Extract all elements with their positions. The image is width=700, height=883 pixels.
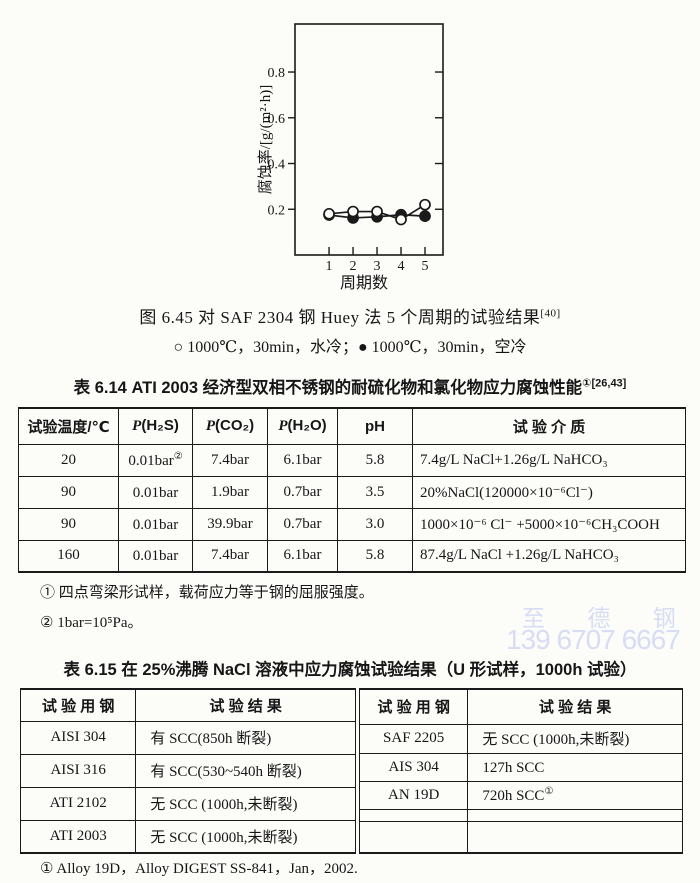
cell-ph2o: 0.7bar	[267, 475, 338, 509]
cell-steel: AIS 304	[358, 752, 469, 782]
table-header-row: 试 验 用 钢 试 验 结 果	[19, 688, 356, 722]
figure-caption: 图 6.45 对 SAF 2304 钢 Huey 法 5 个周期的试验结果[40…	[0, 303, 700, 328]
cell-pco2: 7.4bar	[192, 539, 268, 573]
table-6-14-title: 表 6.14 ATI 2003 经济型双相不锈钢的耐硫化物和氯化物应力腐蚀性能①…	[0, 374, 700, 398]
header-cell-medium: 试 验 介 质	[412, 407, 686, 445]
cell-steel: SAF 2205	[358, 723, 469, 754]
table-6-14-footnote-1: ① 四点弯梁形试样，载荷应力等于钢的屈服强度。	[40, 585, 374, 601]
cell-medium: 1000×10⁻⁶ Cl⁻ +5000×10⁻⁶CH₃COOH	[412, 507, 686, 541]
cell-ph: 3.0	[337, 507, 413, 541]
table-row: 90 0.01bar 39.9bar 0.7bar 3.0 1000×10⁻⁶ …	[18, 507, 686, 541]
header-cell-temp: 试验温度/℃	[18, 407, 119, 445]
header-cell-result: 试 验 结 果	[467, 688, 683, 725]
cell-steel: ATI 2102	[19, 786, 137, 821]
table-6-15-footnote: ① Alloy 19D，Alloy DIGEST SS-841，Jan，2002…	[40, 861, 358, 877]
header-cell-ph2s: P(H₂S)	[118, 407, 193, 445]
cell-medium: 87.4g/L NaCl +1.26g/L NaHCO₃	[412, 539, 686, 573]
table-row: SAF 2205 无 SCC (1000h,未断裂)	[358, 723, 683, 754]
cell-pco2: 39.9bar	[192, 507, 268, 541]
table-row-empty	[358, 808, 683, 822]
svg-text:0.2: 0.2	[268, 203, 286, 218]
figure-reference: [40]	[540, 307, 561, 320]
cell-result: 720h SCC①	[467, 780, 683, 810]
svg-text:0.4: 0.4	[268, 158, 286, 173]
table-6-14-reference: ①[26,43]	[582, 377, 627, 390]
cell-ph2s: 0.01bar②	[118, 443, 193, 477]
figure-legend: ○ 1000℃，30min，水冷；● 1000℃，30min，空冷	[173, 339, 527, 356]
table-row: 160 0.01bar 7.4bar 6.1bar 5.8 87.4g/L Na…	[18, 539, 686, 573]
empty-cell	[467, 808, 683, 822]
table-6-15: 试 验 用 钢 试 验 结 果 AISI 304 有 SCC(850h 断裂) …	[19, 688, 683, 854]
header-cell-ph: pH	[337, 407, 413, 445]
table-row-empty	[358, 820, 683, 854]
cell-pco2: 7.4bar	[192, 443, 268, 477]
cell-ph2o: 6.1bar	[267, 443, 338, 477]
header-cell-steel: 试 验 用 钢	[19, 688, 137, 722]
svg-text:2: 2	[350, 259, 357, 274]
table-row: AIS 304 127h SCC	[358, 752, 683, 782]
cell-ph2s: 0.01bar	[118, 475, 193, 509]
empty-cell	[358, 820, 469, 854]
table-row: AISI 304 有 SCC(850h 断裂)	[19, 720, 356, 755]
cell-ph: 5.8	[337, 443, 413, 477]
table-row: ATI 2003 无 SCC (1000h,未断裂)	[19, 819, 356, 854]
table-header-row: 试验温度/℃ P(H₂S) P(CO₂) P(H₂O) pH 试 验 介 质	[18, 407, 686, 445]
svg-text:4: 4	[398, 259, 405, 274]
header-cell-steel: 试 验 用 钢	[358, 688, 469, 725]
watermark-company-name: 至 德 钢 业	[522, 605, 700, 631]
cell-result: 有 SCC(850h 断裂)	[135, 720, 356, 755]
cell-ph2o: 0.7bar	[267, 507, 338, 541]
cell-medium: 20%NaCl(120000×10⁻⁶Cl⁻)	[412, 475, 686, 509]
cell-result: 无 SCC (1000h,未断裂)	[135, 786, 356, 821]
chart-canvas: 0.2 0.4 0.6 0.8 1 2 3 4 5 腐蚀率/[g/(m²·h)] 周期数	[256, 23, 444, 292]
table-row: AN 19D 720h SCC①	[358, 780, 683, 810]
cell-steel: ATI 2003	[19, 819, 137, 854]
cell-result: 无 SCC (1000h,未断裂)	[467, 723, 683, 754]
empty-cell	[358, 808, 469, 822]
table-row: 20 0.01bar② 7.4bar 6.1bar 5.8 7.4g/L NaC…	[18, 443, 686, 477]
table-6-14: 试验温度/℃ P(H₂S) P(CO₂) P(H₂O) pH 试 验 介 质 2…	[18, 407, 686, 573]
cell-result: 127h SCC	[467, 752, 683, 782]
svg-text:周期数: 周期数	[340, 274, 388, 292]
cell-ph2s: 0.01bar	[118, 539, 193, 573]
watermark-phone-number: 139 6707 6667	[506, 624, 681, 655]
empty-cell	[467, 820, 683, 854]
header-cell-result: 试 验 结 果	[135, 688, 356, 722]
svg-text:5: 5	[422, 259, 429, 274]
corrosion-rate-chart: 0.2 0.4 0.6 0.8 1 2 3 4 5 腐蚀率/[g/(m²·h)] 周期数	[225, 8, 480, 300]
table-header-row: 试 验 用 钢 试 验 结 果	[358, 688, 683, 725]
svg-text:0.8: 0.8	[268, 66, 286, 81]
cell-result: 无 SCC (1000h,未断裂)	[135, 819, 356, 854]
cell-pco2: 1.9bar	[192, 475, 268, 509]
table-6-15-title: 表 6.15 在 25%沸腾 NaCl 溶液中应力腐蚀试验结果（U 形试样，10…	[63, 661, 637, 679]
cell-temp: 90	[18, 475, 119, 509]
table-6-15-left-half: 试 验 用 钢 试 验 结 果 AISI 304 有 SCC(850h 断裂) …	[19, 688, 356, 854]
cell-steel: AISI 304	[19, 720, 137, 755]
table-6-14-footnote-2: ② 1bar=10⁵Pa。	[40, 615, 143, 631]
header-cell-ph2o: P(H₂O)	[267, 407, 338, 445]
cell-medium: 7.4g/L NaCl+1.26g/L NaHCO₃	[412, 443, 686, 477]
cell-ph: 5.8	[337, 539, 413, 573]
figure-caption-text: 图 6.45 对 SAF 2304 钢 Huey 法 5 个周期的试验结果	[139, 308, 541, 327]
cell-steel: AN 19D	[358, 780, 469, 810]
cell-result: 有 SCC(530~540h 断裂)	[135, 753, 356, 788]
cell-steel: AISI 316	[19, 753, 137, 788]
cell-temp: 160	[18, 539, 119, 573]
svg-text:0.6: 0.6	[268, 112, 286, 127]
table-6-15-right-half: 试 验 用 钢 试 验 结 果 SAF 2205 无 SCC (1000h,未断…	[358, 688, 683, 854]
cell-temp: 20	[18, 443, 119, 477]
cell-ph: 3.5	[337, 475, 413, 509]
svg-text:1: 1	[326, 259, 333, 274]
table-row: AISI 316 有 SCC(530~540h 断裂)	[19, 753, 356, 788]
table-6-14-title-text: 表 6.14 ATI 2003 经济型双相不锈钢的耐硫化物和氯化物应力腐蚀性能	[73, 379, 583, 397]
cell-ph2s: 0.01bar	[118, 507, 193, 541]
table-row: 90 0.01bar 1.9bar 0.7bar 3.5 20%NaCl(120…	[18, 475, 686, 509]
header-cell-pco2: P(CO₂)	[192, 407, 268, 445]
svg-text:3: 3	[374, 259, 381, 274]
cell-temp: 90	[18, 507, 119, 541]
svg-text:腐蚀率/[g/(m²·h)]: 腐蚀率/[g/(m²·h)]	[256, 85, 274, 194]
cell-ph2o: 6.1bar	[267, 539, 338, 573]
table-row: ATI 2102 无 SCC (1000h,未断裂)	[19, 786, 356, 821]
